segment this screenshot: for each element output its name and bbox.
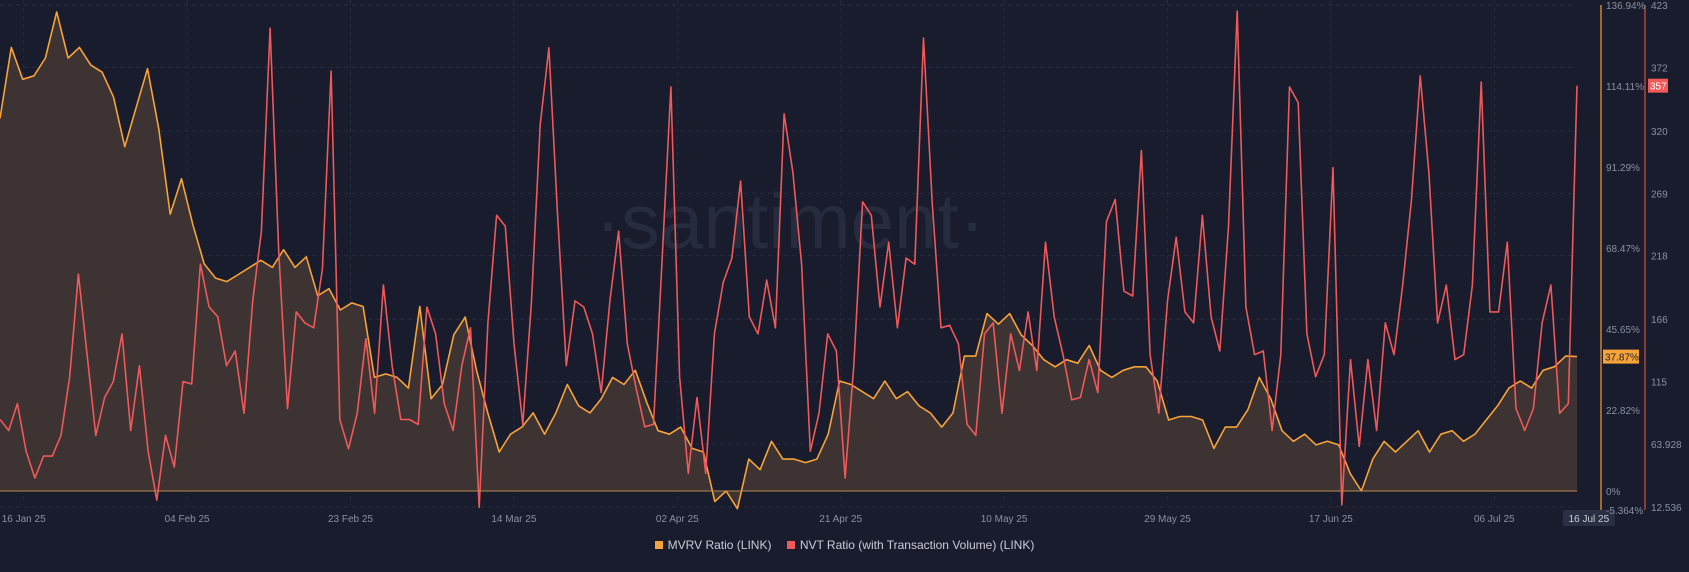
y-right-tick-label: 269	[1651, 189, 1668, 200]
y-right-tick-label: 423	[1651, 1, 1668, 12]
plot-area	[0, 10, 1578, 510]
nvt-current-value: 357	[1650, 82, 1667, 93]
y-left-tick-label: 45.65%	[1606, 325, 1640, 336]
y-left-tick-label: 91.29%	[1606, 163, 1640, 174]
watermark: ·santiment·	[595, 177, 985, 265]
x-tick-label: 17 Jun 25	[1309, 514, 1353, 525]
x-end-label: 16 Jul 25	[1569, 514, 1610, 525]
x-tick-label: 16 Jan 25	[2, 514, 46, 525]
y-right-tick-label: 63.928	[1651, 440, 1682, 451]
x-end-label-bg	[1562, 510, 1615, 526]
y-right-tick-label: 12.536	[1651, 503, 1682, 514]
y-left-tick-label: 22.82%	[1606, 406, 1640, 417]
nvt-current-badge	[1648, 78, 1668, 93]
y-right-tick-label: 320	[1651, 127, 1668, 138]
x-tick-label: 21 Apr 25	[819, 514, 862, 525]
nvt-line	[0, 10, 1578, 509]
mvrv-current-value: 37.87%	[1605, 353, 1639, 364]
y-left-tick-label: 136.94%	[1606, 1, 1646, 12]
y-right-tick-label: 166	[1651, 315, 1668, 326]
legend-item-mvrv[interactable]: MVRV Ratio (LINK)	[654, 538, 772, 552]
x-tick-label: 10 May 25	[981, 514, 1028, 525]
x-tick-label: 04 Feb 25	[165, 514, 210, 525]
mvrv-line	[0, 11, 1578, 510]
x-tick-label: 29 May 25	[1144, 514, 1191, 525]
y-right-tick-label: 218	[1651, 252, 1668, 263]
mvrv-area	[0, 11, 1577, 509]
x-tick-label: 14 Mar 25	[491, 514, 536, 525]
y-left-tick-label: 114.11%	[1606, 82, 1644, 93]
y-right-tick-label: 115	[1651, 378, 1667, 389]
x-tick-label: 02 Apr 25	[656, 514, 699, 525]
legend-swatch-nvt	[786, 541, 795, 549]
y-left-tick-label: 68.47%	[1606, 244, 1640, 255]
legend-label-nvt: NVT Ratio (with Transaction Volume) (LIN…	[799, 538, 1035, 552]
legend: MVRV Ratio (LINK) NVT Ratio (with Transa…	[0, 538, 1689, 552]
legend-swatch-mvrv	[654, 541, 663, 549]
y-left-tick-label: -5.364%	[1606, 506, 1643, 517]
axes: 16 Jan 25 04 Feb 25 23 Feb 25 14 Mar 25 02 A…	[2, 1, 1682, 526]
y-right-tick-label: 372	[1651, 63, 1668, 74]
x-tick-label: 23 Feb 25	[328, 514, 373, 525]
mvrv-current-badge	[1603, 349, 1639, 364]
y-left-tick-label: 0%	[1606, 487, 1621, 498]
x-tick-label: 06 Jul 25	[1474, 514, 1515, 525]
legend-label-mvrv: MVRV Ratio (LINK)	[667, 538, 772, 552]
legend-item-nvt[interactable]: NVT Ratio (with Transaction Volume) (LIN…	[786, 538, 1035, 552]
